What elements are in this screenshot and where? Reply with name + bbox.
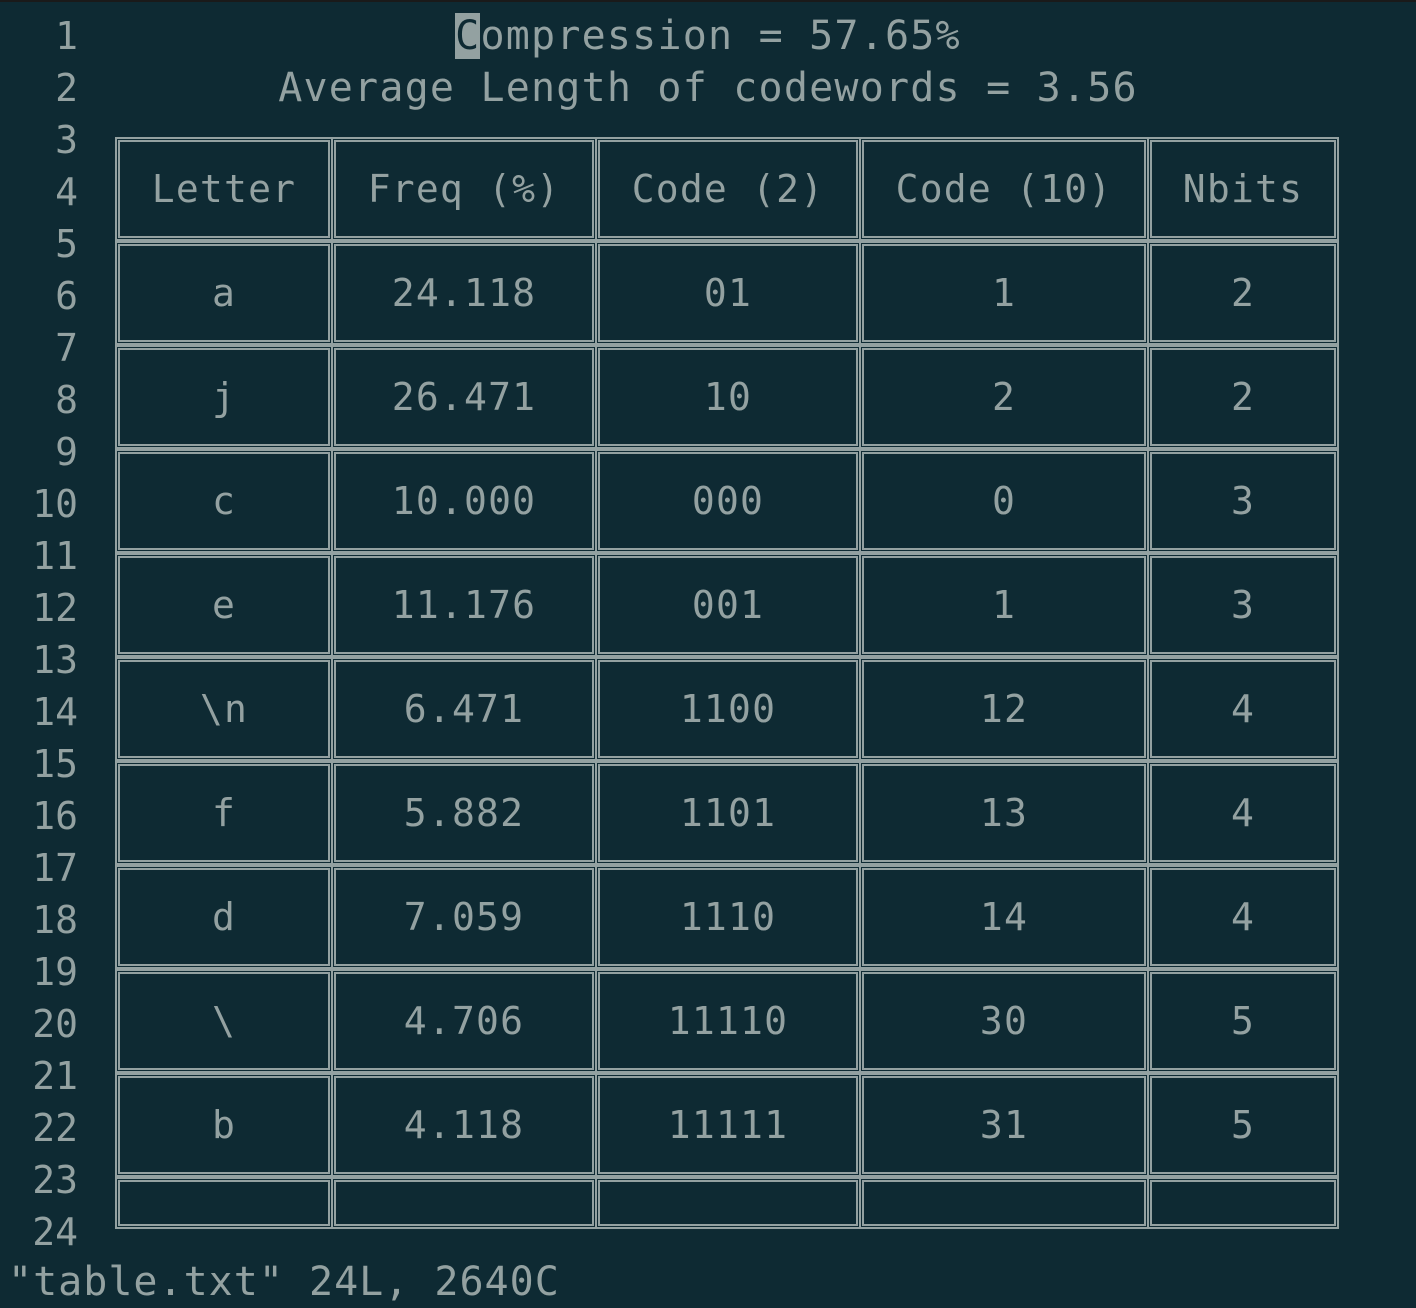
table-cell: 1101 xyxy=(595,761,861,865)
table-cell: 1 xyxy=(859,241,1149,345)
table-cell: b xyxy=(115,1073,333,1177)
line-number: 1 xyxy=(55,14,78,58)
table-cell: 4 xyxy=(1147,761,1339,865)
table-cell: 13 xyxy=(859,761,1149,865)
table-cell: 11.176 xyxy=(331,553,597,657)
table-cell: 4 xyxy=(1147,657,1339,761)
text-cursor[interactable]: C xyxy=(455,13,481,59)
table-cell: 6.471 xyxy=(331,657,597,761)
table-cell: 1 xyxy=(859,553,1149,657)
line-number-gutter: 1 2 3 4 5 6 7 8 9 10 11 12 13 14 15 16 17 18 19 20 21 22 23 24 xyxy=(0,10,84,1258)
table-cell: 11110 xyxy=(595,969,861,1073)
table-header-cell: Letter xyxy=(115,137,333,241)
line-number: 11 xyxy=(32,534,78,578)
compression-text: ompression = 57.65% xyxy=(480,13,961,59)
line-number: 2 xyxy=(55,66,78,110)
table-header-cell: Code (2) xyxy=(595,137,861,241)
table-cell: 14 xyxy=(859,865,1149,969)
code-table: Letter Freq (%) Code (2) Code (10) Nbits a 24.… xyxy=(114,136,1344,1234)
table-cell: 24.118 xyxy=(331,241,597,345)
table-cell: 4.706 xyxy=(331,969,597,1073)
line-number: 21 xyxy=(32,1054,78,1098)
table-cell: 1110 xyxy=(595,865,861,969)
table-cell xyxy=(595,1177,861,1229)
line-number: 19 xyxy=(32,950,78,994)
status-line: "table.txt" 24L, 2640C xyxy=(8,1259,560,1305)
table-cell: 001 xyxy=(595,553,861,657)
table-cell: c xyxy=(115,449,333,553)
table-cell: 10.000 xyxy=(331,449,597,553)
table-cell: a xyxy=(115,241,333,345)
line-number: 18 xyxy=(32,898,78,942)
line-number: 7 xyxy=(55,326,78,370)
table-cell: 31 xyxy=(859,1073,1149,1177)
table-cell: j xyxy=(115,345,333,449)
table-cell: d xyxy=(115,865,333,969)
table-cell: 000 xyxy=(595,449,861,553)
table-cell: 01 xyxy=(595,241,861,345)
line-number: 6 xyxy=(55,274,78,318)
line-number: 17 xyxy=(32,846,78,890)
table-cell xyxy=(331,1177,597,1229)
table-header-cell: Freq (%) xyxy=(331,137,597,241)
table-cell: 26.471 xyxy=(331,345,597,449)
table-cell: 4 xyxy=(1147,865,1339,969)
table-cell: \ xyxy=(115,969,333,1073)
line-number: 20 xyxy=(32,1002,78,1046)
table-cell: 2 xyxy=(1147,241,1339,345)
table-cell: \n xyxy=(115,657,333,761)
table-cell xyxy=(1147,1177,1339,1229)
table-cell: e xyxy=(115,553,333,657)
line-number: 10 xyxy=(32,482,78,526)
line-number: 12 xyxy=(32,586,78,630)
line-number: 8 xyxy=(55,378,78,422)
line-number: 15 xyxy=(32,742,78,786)
table-cell: 7.059 xyxy=(331,865,597,969)
table-cell: f xyxy=(115,761,333,865)
table-cell: 5 xyxy=(1147,969,1339,1073)
table-cell: 1100 xyxy=(595,657,861,761)
line-number: 4 xyxy=(55,170,78,214)
line-number: 9 xyxy=(55,430,78,474)
table-cell: 30 xyxy=(859,969,1149,1073)
table-cell: 0 xyxy=(859,449,1149,553)
table-cell: 4.118 xyxy=(331,1073,597,1177)
table-cell: 2 xyxy=(859,345,1149,449)
line-number: 14 xyxy=(32,690,78,734)
line-number: 24 xyxy=(32,1210,78,1254)
line-number: 22 xyxy=(32,1106,78,1150)
table-cell xyxy=(115,1177,333,1229)
line-number: 16 xyxy=(32,794,78,838)
table-cell: 5.882 xyxy=(331,761,597,865)
line-number: 5 xyxy=(55,222,78,266)
table-header-cell: Nbits xyxy=(1147,137,1339,241)
line-number: 3 xyxy=(55,118,78,162)
table-cell xyxy=(859,1177,1149,1229)
table-cell: 3 xyxy=(1147,553,1339,657)
compression-line[interactable]: Compression = 57.65% xyxy=(0,10,1416,62)
table-cell: 2 xyxy=(1147,345,1339,449)
line-number: 13 xyxy=(32,638,78,682)
line-number: 23 xyxy=(32,1158,78,1202)
table-header-cell: Code (10) xyxy=(859,137,1149,241)
table-cell: 11111 xyxy=(595,1073,861,1177)
table-cell: 10 xyxy=(595,345,861,449)
table-cell: 5 xyxy=(1147,1073,1339,1177)
table-cell: 3 xyxy=(1147,449,1339,553)
average-length-line[interactable]: Average Length of codewords = 3.56 xyxy=(278,65,1138,111)
table-cell: 12 xyxy=(859,657,1149,761)
